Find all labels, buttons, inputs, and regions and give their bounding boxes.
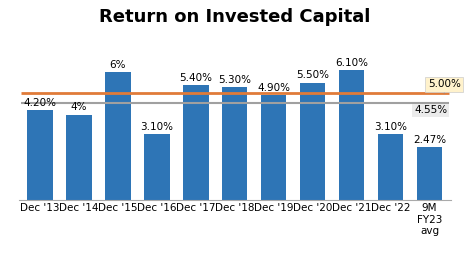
Title: Return on Invested Capital: Return on Invested Capital: [99, 8, 371, 26]
Bar: [27, 110, 53, 200]
Text: 5.40%: 5.40%: [179, 73, 213, 83]
Text: 5.30%: 5.30%: [219, 75, 251, 85]
Text: 4.55%: 4.55%: [414, 105, 447, 115]
Text: 5.00%: 5.00%: [428, 80, 461, 90]
Bar: [300, 83, 326, 200]
Bar: [417, 147, 442, 200]
Text: 4.20%: 4.20%: [24, 98, 57, 108]
Text: 3.10%: 3.10%: [140, 122, 173, 132]
Bar: [261, 95, 286, 200]
Bar: [222, 87, 247, 200]
Bar: [378, 134, 403, 200]
Text: 6.10%: 6.10%: [335, 58, 368, 68]
Bar: [339, 70, 365, 200]
Bar: [144, 134, 170, 200]
Bar: [183, 85, 208, 200]
Text: 6%: 6%: [110, 60, 126, 70]
Text: 3.10%: 3.10%: [374, 122, 407, 132]
Text: 4%: 4%: [71, 103, 87, 113]
Text: 2.47%: 2.47%: [413, 135, 446, 145]
Bar: [105, 72, 131, 200]
Text: 4.90%: 4.90%: [257, 83, 290, 93]
Bar: [66, 115, 92, 200]
Text: 5.50%: 5.50%: [296, 70, 329, 80]
